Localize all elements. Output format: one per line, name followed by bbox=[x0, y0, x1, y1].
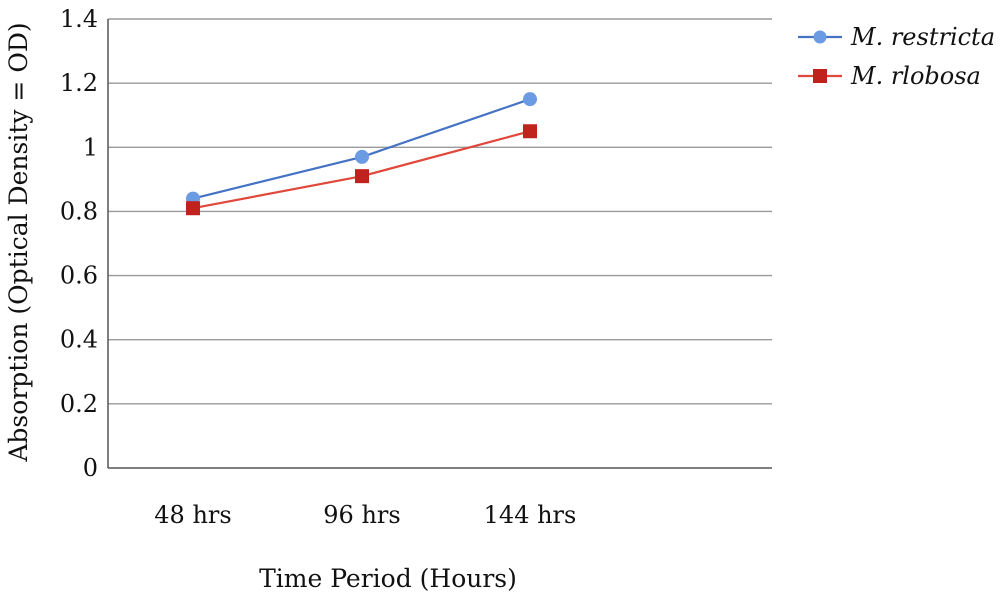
y-tick-label: 0.2 bbox=[60, 390, 98, 418]
y-axis-title: Absorption (Optical Density = OD) bbox=[4, 22, 33, 462]
y-tick-label: 0.4 bbox=[60, 326, 98, 354]
x-tick-label: 48 hrs bbox=[154, 501, 231, 529]
x-tick-label: 144 hrs bbox=[484, 501, 577, 529]
legend-label: M. restricta bbox=[850, 23, 995, 51]
data-point-square bbox=[355, 169, 369, 184]
legend-label: M. rlobosa bbox=[850, 62, 981, 90]
legend-item: M. restricta bbox=[798, 23, 995, 51]
legend: M. restricta M. rlobosa bbox=[798, 23, 995, 90]
y-tick-label: 1.4 bbox=[60, 5, 98, 33]
x-tick-labels: 48 hrs 96 hrs 144 hrs bbox=[154, 501, 576, 529]
x-axis-title: Time Period (Hours) bbox=[259, 564, 517, 593]
data-point-square bbox=[523, 124, 537, 139]
y-tick-label: 0.6 bbox=[60, 262, 98, 290]
legend-circle-marker bbox=[813, 30, 827, 44]
axes bbox=[107, 19, 772, 469]
gridlines bbox=[108, 18, 772, 405]
series-layer bbox=[186, 92, 537, 216]
x-tick-label: 96 hrs bbox=[323, 501, 400, 529]
data-point-circle bbox=[355, 149, 369, 164]
series-restricta bbox=[186, 92, 537, 206]
series-line bbox=[192, 98, 531, 200]
data-point-square bbox=[186, 201, 200, 216]
y-tick-labels: 0 0.2 0.4 0.6 0.8 1 1.2 1.4 bbox=[60, 5, 98, 482]
legend-square-marker bbox=[813, 69, 827, 83]
y-tick-label: 1.2 bbox=[60, 69, 98, 97]
y-tick-label: 1 bbox=[83, 133, 98, 161]
y-tick-label: 0 bbox=[83, 454, 98, 482]
y-tick-label: 0.8 bbox=[60, 197, 98, 225]
series-rlobosa bbox=[186, 124, 537, 216]
data-point-circle bbox=[523, 92, 537, 107]
legend-item: M. rlobosa bbox=[798, 62, 981, 90]
